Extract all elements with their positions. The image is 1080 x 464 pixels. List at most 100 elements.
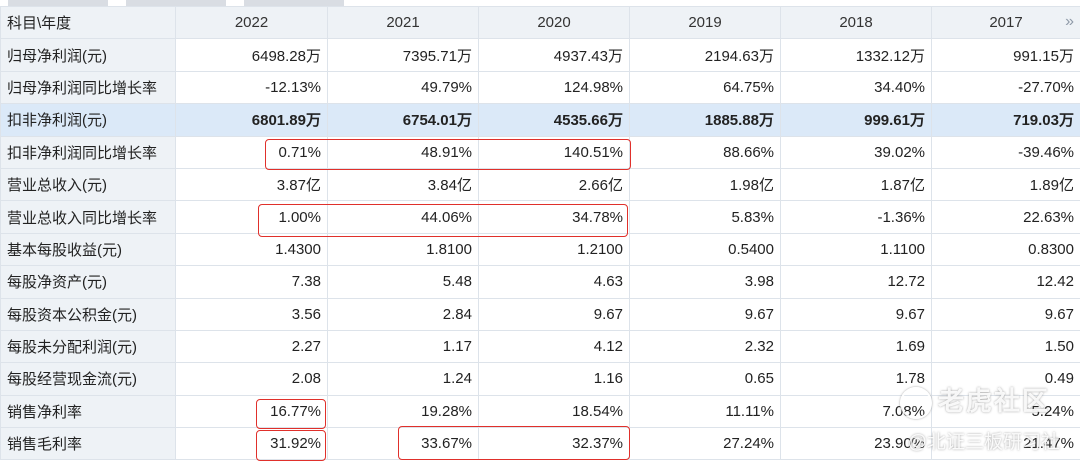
cell-value: 33.67% <box>327 427 479 461</box>
cell-value: 2.08 <box>175 362 328 396</box>
cell-value: 2.32 <box>629 329 781 364</box>
cell-value: 34.78% <box>478 200 630 234</box>
cell-value: 12.72 <box>780 265 932 299</box>
table-row: 归母净利润(元) 6498.28万 7395.71万 4937.43万 2194.63万… <box>0 38 1080 72</box>
cell-value: 6754.01万 <box>327 103 479 137</box>
cell-value: 3.87亿 <box>175 167 328 202</box>
row-label: 归母净利润同比增长率 <box>0 70 176 105</box>
cell-value: 1.00% <box>175 200 328 234</box>
cell-value: 1.89亿 <box>931 167 1080 202</box>
year-header: 2022 <box>175 5 328 40</box>
table-row: 营业总收入(元) 3.87亿 3.84亿 2.66亿 1.98亿 1.87亿 1.89亿 <box>0 167 1080 202</box>
cell-value: 1.8100 <box>327 232 479 267</box>
row-label: 营业总收入(元) <box>0 167 176 202</box>
cell-value: 9.67 <box>629 297 781 331</box>
row-label: 每股资本公积金(元) <box>0 297 176 331</box>
table-body: 归母净利润(元) 6498.28万 7395.71万 4937.43万 2194.63万… <box>0 38 1080 461</box>
cell-value: 6498.28万 <box>175 38 328 72</box>
table-row: 扣非净利润同比增长率 0.71% 48.91% 140.51% 88.66% 39.02%… <box>0 135 1080 169</box>
cell-value: 1332.12万 <box>780 38 932 72</box>
cell-value: 1.17 <box>327 329 479 364</box>
row-label: 基本每股收益(元) <box>0 232 176 267</box>
cell-value: 22.63% <box>931 200 1080 234</box>
cell-value: 18.54% <box>478 394 630 429</box>
tab-2[interactable] <box>126 0 226 6</box>
cell-value: 31.92% <box>175 427 328 461</box>
row-label: 营业总收入同比增长率 <box>0 200 176 234</box>
cell-value: 39.02% <box>780 135 932 169</box>
cell-value: 19.28% <box>327 394 479 429</box>
tab-3[interactable] <box>244 0 344 6</box>
table-row: 销售毛利率 31.92% 33.67% 32.37% 27.24% 23.90% 21.47… <box>0 427 1080 461</box>
cell-value: 11.11% <box>629 394 781 429</box>
row-label: 每股经营现金流(元) <box>0 362 176 396</box>
cell-value: 1885.88万 <box>629 103 781 137</box>
cell-value: 44.06% <box>327 200 479 234</box>
watermark-logo-text: 老虎社区 <box>937 386 1050 416</box>
year-header: 2021 <box>327 5 479 40</box>
cell-value: 9.67 <box>478 297 630 331</box>
watermark-logo: 老虎社区 <box>899 381 1050 420</box>
table-row: 销售净利率 16.77% 19.28% 18.54% 11.11% 7.08% 5.24% <box>0 394 1080 429</box>
cell-value: 7.38 <box>175 265 328 299</box>
table-row: 每股净资产(元) 7.38 5.48 4.63 3.98 12.72 12.42 <box>0 265 1080 299</box>
cell-value: 5.83% <box>629 200 781 234</box>
cell-value: -39.46% <box>931 135 1080 169</box>
cell-value: 1.16 <box>478 362 630 396</box>
tab-1[interactable] <box>8 0 108 6</box>
row-label: 每股净资产(元) <box>0 265 176 299</box>
cell-value: 1.4300 <box>175 232 328 267</box>
cell-value: 48.91% <box>327 135 479 169</box>
cell-value: 32.37% <box>478 427 630 461</box>
cell-value: 6801.89万 <box>175 103 328 137</box>
cell-value: 4.63 <box>478 265 630 299</box>
row-label: 扣非净利润同比增长率 <box>0 135 176 169</box>
year-header-label: 2017 <box>989 14 1023 32</box>
cell-value: 4.12 <box>478 329 630 364</box>
cell-value: 0.71% <box>175 135 328 169</box>
cell-value: 5.48 <box>327 265 479 299</box>
table-row-emphasis: 扣非净利润(元) 6801.89万 6754.01万 4535.66万 1885.88万… <box>0 103 1080 137</box>
cell-value: 2194.63万 <box>629 38 781 72</box>
cell-value: 4937.43万 <box>478 38 630 72</box>
cell-value: 16.77% <box>175 394 328 429</box>
table-row: 基本每股收益(元) 1.4300 1.8100 1.2100 0.5400 1.1100 0… <box>0 232 1080 267</box>
cell-value: 3.56 <box>175 297 328 331</box>
cell-value: 64.75% <box>629 70 781 105</box>
tabs-strip <box>0 0 1080 6</box>
cell-value: 0.5400 <box>629 232 781 267</box>
year-header: 2019 <box>629 5 781 40</box>
chevron-double-right-icon[interactable]: » <box>1065 13 1074 30</box>
corner-label: 科目\年度 <box>0 5 176 40</box>
table-row: 每股资本公积金(元) 3.56 2.84 9.67 9.67 9.67 9.67 <box>0 297 1080 331</box>
cell-value: 49.79% <box>327 70 479 105</box>
row-label: 销售净利率 <box>0 394 176 429</box>
cell-value: 0.65 <box>629 362 781 396</box>
cell-value: -27.70% <box>931 70 1080 105</box>
table-row: 营业总收入同比增长率 1.00% 44.06% 34.78% 5.83% -1.36% 22… <box>0 200 1080 234</box>
cell-value: 999.61万 <box>780 103 932 137</box>
cell-value: 3.84亿 <box>327 167 479 202</box>
watermark-handle: @北证三板研习社 <box>907 432 1060 453</box>
cell-value: 719.03万 <box>931 103 1080 137</box>
cell-value: 1.87亿 <box>780 167 932 202</box>
cell-value: 1.50 <box>931 329 1080 364</box>
cell-value: 1.1100 <box>780 232 932 267</box>
cell-value: 1.2100 <box>478 232 630 267</box>
cell-value: 5.24% <box>931 394 1080 429</box>
table-row: 每股未分配利润(元) 2.27 1.17 4.12 2.32 1.69 1.50 <box>0 329 1080 364</box>
cell-value: 1.24 <box>327 362 479 396</box>
cell-value: 1.98亿 <box>629 167 781 202</box>
cell-value: 2.84 <box>327 297 479 331</box>
cell-value: 9.67 <box>780 297 932 331</box>
cell-value: 0.8300 <box>931 232 1080 267</box>
year-header-last: 2017 » <box>931 5 1080 40</box>
cell-value: 991.15万 <box>931 38 1080 72</box>
row-label: 每股未分配利润(元) <box>0 329 176 364</box>
cell-value: 124.98% <box>478 70 630 105</box>
cell-value: 2.27 <box>175 329 328 364</box>
cell-value: 7395.71万 <box>327 38 479 72</box>
row-label: 扣非净利润(元) <box>0 103 176 137</box>
header-row: 科目\年度 2022 2021 2020 2019 2018 2017 » <box>0 5 1080 40</box>
cell-value: 27.24% <box>629 427 781 461</box>
